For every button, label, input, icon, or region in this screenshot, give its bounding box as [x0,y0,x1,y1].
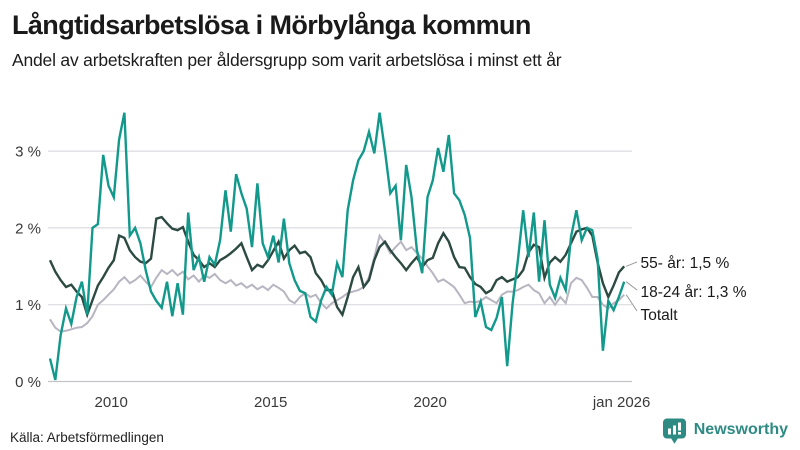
end-label-connector [626,261,638,267]
chart-header: Långtidsarbetslösa i Mörbylånga kommun A… [12,10,790,71]
x-tick-label: 2020 [414,394,447,411]
newsworthy-logo: Newsworthy [662,418,788,445]
end-label-18-24år: 18-24 år: 1,3 % [641,284,747,301]
page-title: Långtidsarbetslösa i Mörbylånga kommun [12,10,531,40]
series-line-Totalt [49,233,625,333]
brand-name: Newsworthy [693,420,788,438]
source-text: Källa: Arbetsförmedlingen [10,430,164,445]
x-tick-label: jan 2026 [592,394,651,411]
y-tick-label: 0 % [15,374,41,391]
series-line-18-24år [48,112,626,381]
y-tick-label: 3 % [15,144,41,161]
end-label-connector [625,281,638,291]
end-label-Totalt: Totalt [641,307,679,324]
y-tick-label: 1 % [15,297,41,314]
end-label-connector [625,294,638,312]
page-subtitle: Andel av arbetskraften per åldersgrupp s… [12,50,562,71]
x-tick-label: 2015 [254,394,287,411]
end-label-55-år: 55- år: 1,5 % [641,255,730,272]
x-tick-label: 2010 [95,394,128,411]
newsworthy-bubble-icon [662,418,686,444]
y-tick-label: 2 % [15,220,41,237]
